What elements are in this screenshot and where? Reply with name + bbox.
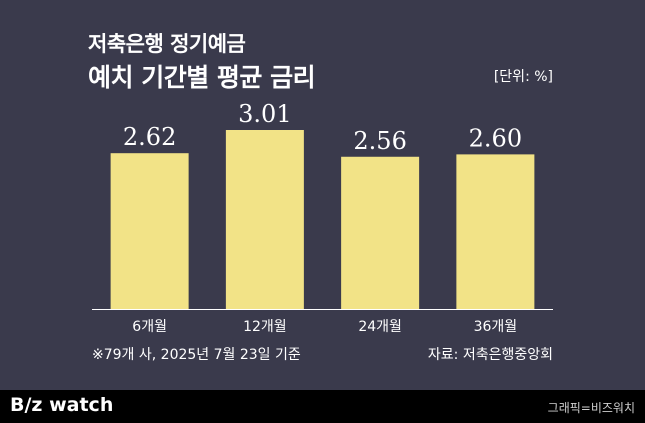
graphic-credit: 그래픽=비즈워치 bbox=[547, 401, 635, 415]
footer-bar: B/z watch 그래픽=비즈워치 bbox=[0, 390, 645, 423]
title-line-2: 예치 기간별 평균 금리 bbox=[88, 63, 316, 92]
data-label: 2.60 bbox=[469, 124, 522, 152]
x-tick-label: 12개월 bbox=[243, 319, 287, 335]
data-label: 2.62 bbox=[123, 123, 176, 151]
bar-36개월 bbox=[456, 154, 535, 309]
source-label: 자료: 저축은행중앙회 bbox=[427, 347, 553, 363]
bar-6개월 bbox=[110, 153, 189, 309]
data-label: 2.56 bbox=[353, 127, 406, 155]
title-line-1: 저축은행 정기예금 bbox=[88, 32, 246, 56]
bar-24개월 bbox=[341, 156, 420, 309]
data-label: 3.01 bbox=[238, 100, 291, 128]
x-tick-label: 36개월 bbox=[474, 319, 518, 335]
bar-12개월 bbox=[225, 130, 304, 309]
x-tick-label: 6개월 bbox=[132, 319, 167, 335]
footnote: ※79개 사, 2025년 7월 23일 기준 bbox=[92, 347, 301, 363]
bizwatch-logo: B/z watch bbox=[10, 394, 114, 416]
unit-label: [단위: %] bbox=[493, 69, 553, 85]
x-tick-label: 24개월 bbox=[358, 319, 402, 335]
